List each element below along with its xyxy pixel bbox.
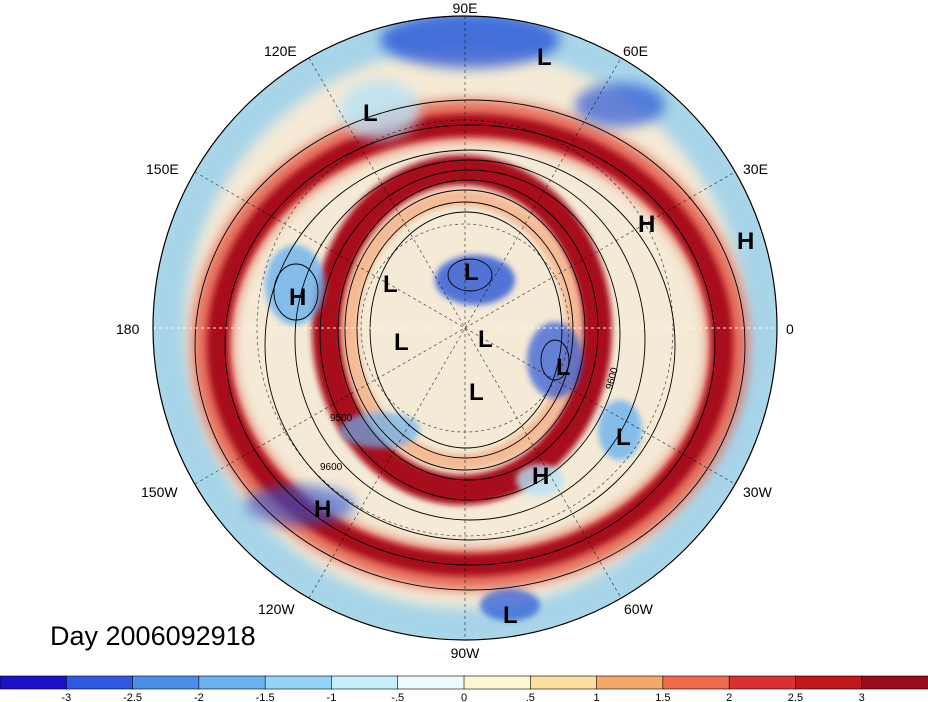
high-center: H [638,211,655,238]
low-center: L [503,602,518,629]
high-center: H [289,284,306,311]
lon-label-150e: 150E [146,161,179,177]
low-center: L [363,100,378,127]
colorbar: -3 -2.5 -2 -1.5 -1 -.5 0 .5 1 1.5 2 2.5 3 [0,675,928,702]
low-center: L [478,326,493,353]
colorbar-tick-label: 1.5 [655,692,670,702]
colorbar-swatch [0,675,68,690]
colorbar-swatch [662,675,730,690]
colorbar-tick-label: -2.5 [123,692,142,702]
colorbar-swatch [463,675,532,690]
colorbar-swatch [795,675,863,690]
lon-label-30e: 30E [743,161,768,177]
colorbar-tick-label: -1.5 [256,692,275,702]
colorbar-swatch [331,675,399,690]
map-border [152,15,778,641]
low-center: L [556,354,571,381]
colorbar-swatch [264,675,333,690]
low-center: L [537,44,552,71]
low-center: L [616,424,631,451]
colorbar-swatch [132,675,200,690]
colorbar-swatch [596,675,664,690]
day-title: Day 2006092918 [50,621,256,651]
lon-label-120w: 120W [258,601,295,617]
lon-label-0: 0 [786,321,794,337]
lon-label-150w: 150W [141,484,178,500]
lon-label-180: 180 [116,321,140,337]
lon-label-90e: 90E [452,0,478,16]
high-center: H [314,496,331,523]
colorbar-tick-label: -.5 [391,692,404,702]
colorbar-tick-label: -1 [327,692,337,702]
low-center: L [469,379,484,406]
low-center: L [383,271,398,298]
lon-label-60e: 60E [623,43,648,59]
low-center: L [464,259,479,286]
contour-label: 9600 [320,462,343,473]
lon-label-120e: 120E [264,43,297,59]
colorbar-tick-label: 2 [726,692,732,702]
high-center: H [532,463,549,490]
colorbar-swatch [529,675,598,690]
graticule [153,16,777,640]
lon-label-60w: 60W [624,601,653,617]
pressure-centers: L L L L L L L L L L H H H H H [289,44,754,629]
colorbar-swatch [198,675,266,690]
contour-label: 9500 [330,413,353,424]
anomaly-field [153,16,777,640]
colorbar-tick-label: -3 [61,692,71,702]
colorbar-tick-label: 3 [859,692,865,702]
colorbar-tick-label: -2 [194,692,204,702]
height-contours [194,99,746,591]
colorbar-swatch [861,675,928,690]
lon-label-30w: 30W [743,484,772,500]
colorbar-tick-label: 0 [461,692,467,702]
colorbar-tick-label: 1 [594,692,600,702]
colorbar-swatch [65,675,134,690]
low-center: L [394,329,409,356]
lon-label-90w: 90W [450,645,480,661]
colorbar-swatch [728,675,797,690]
colorbar-tick-label: .5 [526,692,535,702]
high-center: H [737,228,754,255]
colorbar-swatch [397,675,465,690]
colorbar-tick-label: 2.5 [788,692,803,702]
